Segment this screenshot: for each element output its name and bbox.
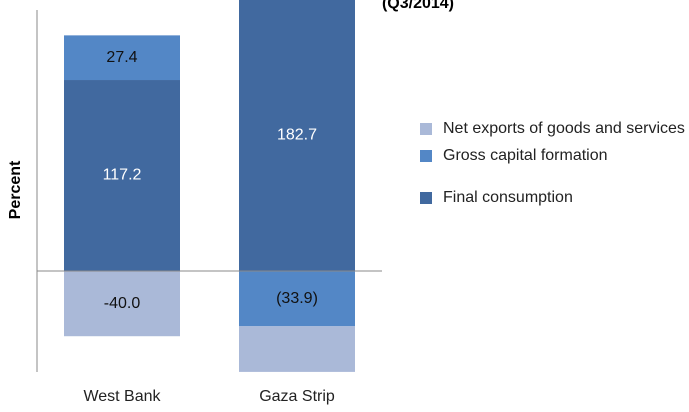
data-label: 182.7 (277, 127, 317, 144)
data-label: -40.0 (104, 295, 141, 312)
bar-segment (64, 271, 180, 337)
bar-segment (64, 80, 180, 272)
x-tick-label: West Bank (83, 388, 161, 405)
bar-segment (239, 0, 355, 272)
data-label: (33.9) (276, 290, 318, 307)
data-label: 27.4 (106, 49, 137, 66)
legend-label: Net exports of goods and services (443, 120, 685, 137)
y-axis-label: Percent (7, 160, 24, 219)
bar-segment (239, 326, 355, 372)
legend-item: Gross capital formation (418, 145, 688, 166)
chart-title: (Q3/2014) (382, 0, 454, 12)
legend-swatch (420, 123, 432, 135)
legend-item: Final consumption (418, 187, 688, 208)
bar-segment (239, 271, 355, 327)
legend-item: Net exports of goods and services (418, 118, 688, 139)
data-label: 117.2 (103, 167, 142, 184)
legend-swatch (420, 192, 432, 204)
bar-segment (64, 35, 180, 81)
legend: Net exports of goods and services Gross c… (418, 118, 688, 214)
x-tick-label: Gaza Strip (259, 388, 335, 405)
legend-label: Gross capital formation (443, 147, 608, 164)
legend-label: Final consumption (443, 189, 573, 206)
legend-swatch (420, 150, 432, 162)
